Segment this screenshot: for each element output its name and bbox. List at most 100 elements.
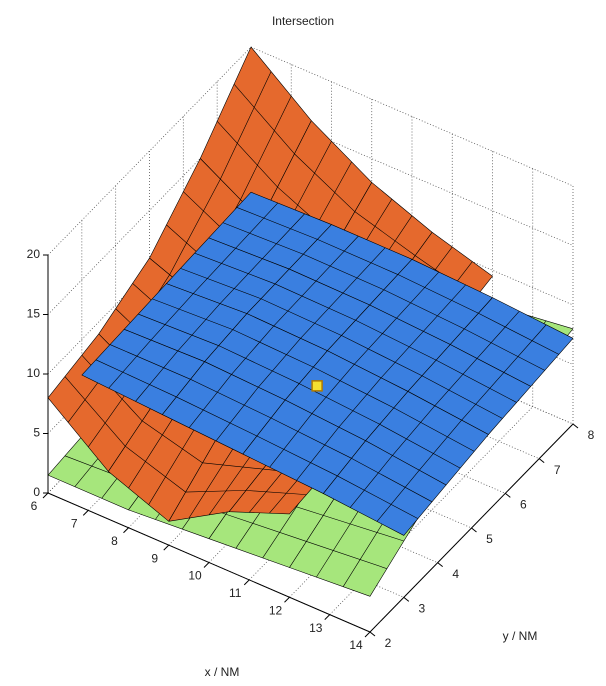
mesh-line (180, 268, 262, 300)
mesh-line (220, 71, 272, 180)
x-tick-label: 14 (349, 638, 363, 652)
x-tick (243, 579, 250, 586)
y-tick (471, 527, 477, 533)
mesh-line (262, 213, 305, 259)
mesh-line (188, 438, 240, 519)
chart-title: Intersection (272, 14, 334, 28)
mesh-line (125, 445, 186, 493)
mesh-line (376, 470, 420, 522)
mesh-line (337, 475, 419, 519)
mesh-line (434, 358, 478, 406)
mesh-line (435, 359, 517, 403)
mesh-line (150, 293, 194, 341)
mesh-line (190, 379, 272, 419)
mesh-line (349, 455, 393, 508)
mesh-line (397, 274, 479, 314)
x-tick (324, 614, 331, 620)
x-tick (284, 596, 290, 603)
grid-line (47, 165, 252, 375)
x-tick (163, 544, 170, 551)
mesh-line (142, 420, 203, 464)
mesh-line (235, 202, 279, 249)
y-tick-label: 8 (588, 428, 595, 442)
mesh-line (240, 95, 292, 200)
mesh-line (177, 303, 221, 352)
mesh-line (461, 372, 505, 421)
mesh-line (169, 178, 221, 275)
mesh-line (176, 396, 258, 437)
y-tick (369, 631, 376, 637)
mesh-line (236, 207, 318, 240)
y-tick-label: 2 (385, 636, 392, 650)
y-tick (403, 596, 410, 602)
mesh-line (294, 153, 356, 212)
mesh-line (338, 377, 382, 428)
x-tick-label: 9 (151, 551, 158, 565)
mesh-line (185, 490, 247, 493)
mesh-line (225, 513, 307, 542)
mesh-line (194, 252, 276, 285)
x-tick (203, 562, 210, 568)
y-tick-label: 5 (486, 532, 493, 546)
mesh-line (128, 408, 180, 489)
mesh-line (260, 298, 342, 336)
mesh-line (273, 280, 317, 327)
mesh-line (108, 339, 152, 389)
mesh-line (148, 420, 200, 505)
y-tick-label: 3 (418, 602, 425, 616)
x-axis-label: x / NM (205, 665, 240, 679)
mesh-line (354, 317, 397, 365)
mesh-line (274, 283, 356, 321)
mesh-line (300, 292, 344, 339)
mesh-line (396, 271, 440, 319)
x-tick-label: 12 (269, 603, 283, 617)
y-tick (437, 562, 443, 568)
mesh-line (383, 289, 465, 330)
mesh-line (258, 338, 301, 388)
mesh-line (464, 328, 545, 371)
mesh-line (193, 248, 236, 294)
mesh-line (423, 284, 466, 332)
mesh-line (231, 325, 274, 375)
mesh-line (202, 462, 263, 470)
mesh-line (233, 83, 295, 155)
x-tick (123, 527, 129, 534)
mesh-line (256, 435, 338, 477)
mesh-line (215, 387, 259, 442)
mesh-line (315, 235, 359, 282)
mesh-line (476, 310, 520, 359)
y-axis-label: y / NM (503, 629, 538, 643)
mesh-line (317, 239, 399, 275)
mesh-line (216, 121, 278, 188)
z-tick-label: 0 (33, 485, 40, 499)
y-tick-label: 7 (554, 463, 561, 477)
mesh-line (246, 490, 307, 495)
mesh-line (323, 515, 404, 542)
mesh-line (218, 345, 300, 384)
y-tick-label: 4 (452, 567, 459, 581)
intersection-marker (311, 380, 323, 392)
mesh-line (421, 375, 503, 419)
mesh-line (478, 312, 560, 355)
x-tick-label: 10 (188, 569, 202, 583)
y-tick (572, 423, 579, 429)
mesh-line (296, 426, 340, 481)
mesh-line (270, 417, 352, 459)
z-tick-label: 5 (33, 426, 40, 440)
mesh-line (95, 359, 177, 398)
mesh-line (355, 319, 437, 361)
mesh-line (342, 247, 386, 294)
x-tick-label: 8 (111, 534, 118, 548)
x-tick (364, 631, 371, 638)
y-tick (538, 458, 545, 464)
mesh-line (393, 407, 475, 452)
x-tick (82, 510, 89, 516)
grid-line (47, 46, 252, 256)
mesh-line (341, 335, 423, 377)
mesh-line (188, 374, 232, 428)
x-tick-label: 7 (71, 517, 78, 531)
mesh-line (313, 366, 394, 409)
mesh-line (379, 424, 461, 469)
